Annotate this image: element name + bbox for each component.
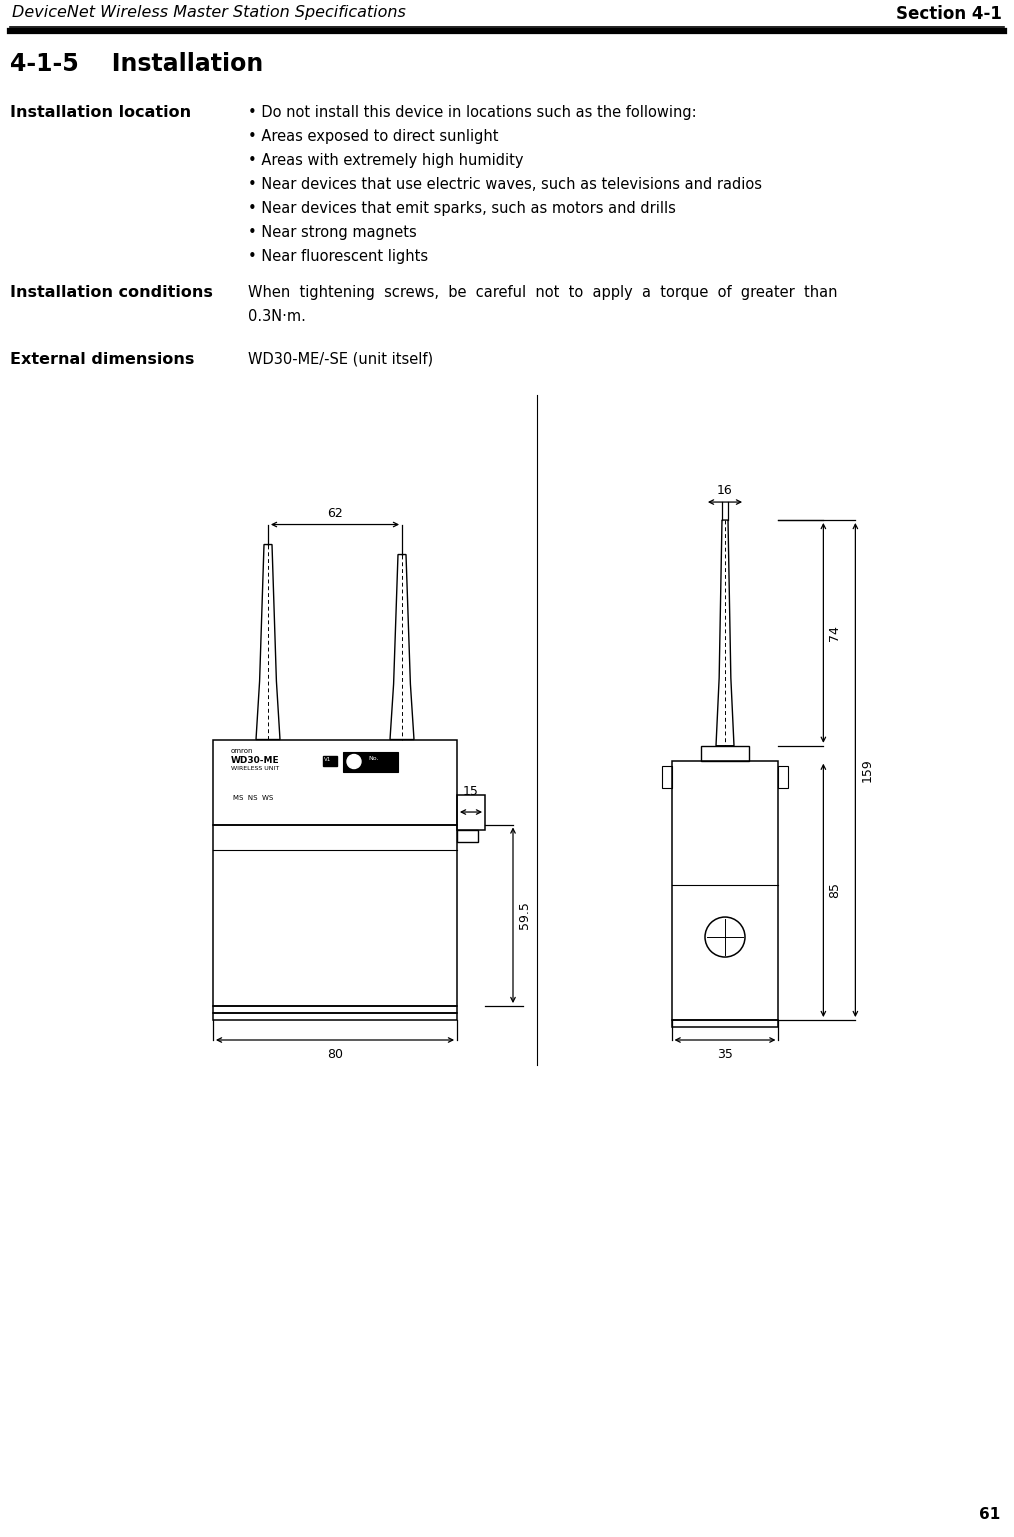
Text: 74: 74 — [828, 626, 842, 641]
Text: MS  NS  WS: MS NS WS — [233, 795, 273, 801]
Text: 61: 61 — [979, 1506, 1000, 1522]
Circle shape — [347, 755, 361, 768]
Text: Installation location: Installation location — [10, 105, 191, 120]
Text: 62: 62 — [328, 507, 343, 520]
Text: When  tightening  screws,  be  careful  not  to  apply  a  torque  of  greater  : When tightening screws, be careful not t… — [248, 284, 838, 300]
Text: 59.5: 59.5 — [518, 901, 531, 930]
Text: 35: 35 — [717, 1048, 733, 1061]
Bar — [457, 795, 485, 830]
Text: Installation conditions: Installation conditions — [10, 284, 213, 300]
Text: 16: 16 — [717, 484, 733, 496]
Text: omron: omron — [231, 747, 254, 753]
Text: WD30-ME/-SE (unit itself): WD30-ME/-SE (unit itself) — [248, 352, 433, 367]
Text: 4-1-5    Installation: 4-1-5 Installation — [10, 52, 264, 75]
Text: DeviceNet Wireless Master Station Specifications: DeviceNet Wireless Master Station Specif… — [12, 5, 406, 20]
Bar — [323, 756, 337, 765]
Text: • Near devices that emit sparks, such as motors and drills: • Near devices that emit sparks, such as… — [248, 201, 676, 217]
Text: 15: 15 — [463, 785, 479, 798]
Text: • Do not install this device in locations such as the following:: • Do not install this device in location… — [248, 105, 697, 120]
Text: Section 4-1: Section 4-1 — [896, 5, 1002, 23]
Bar — [671, 761, 779, 1021]
Text: 80: 80 — [327, 1048, 343, 1061]
Text: WD30-ME: WD30-ME — [231, 756, 280, 764]
Text: WIRELESS UNIT: WIRELESS UNIT — [231, 765, 279, 770]
Text: 0.3N·m.: 0.3N·m. — [248, 309, 306, 324]
Text: • Near strong magnets: • Near strong magnets — [248, 224, 417, 240]
Bar — [457, 830, 478, 842]
Bar — [213, 1013, 457, 1021]
Text: • Near devices that use electric waves, such as televisions and radios: • Near devices that use electric waves, … — [248, 177, 762, 192]
Bar — [671, 1021, 779, 1027]
Bar — [661, 765, 671, 788]
Bar — [701, 745, 749, 761]
Text: • Near fluorescent lights: • Near fluorescent lights — [248, 249, 428, 264]
Text: V1: V1 — [324, 756, 332, 761]
Text: 159: 159 — [860, 758, 873, 782]
Bar — [779, 765, 788, 788]
Bar — [213, 824, 457, 1007]
Text: • Areas with extremely high humidity: • Areas with extremely high humidity — [248, 154, 523, 168]
Bar — [213, 1007, 457, 1013]
Bar — [213, 739, 457, 824]
Text: 85: 85 — [828, 882, 842, 898]
Bar — [343, 752, 399, 772]
Text: • Areas exposed to direct sunlight: • Areas exposed to direct sunlight — [248, 129, 499, 144]
Text: External dimensions: External dimensions — [10, 352, 195, 367]
Text: No.: No. — [368, 756, 378, 761]
